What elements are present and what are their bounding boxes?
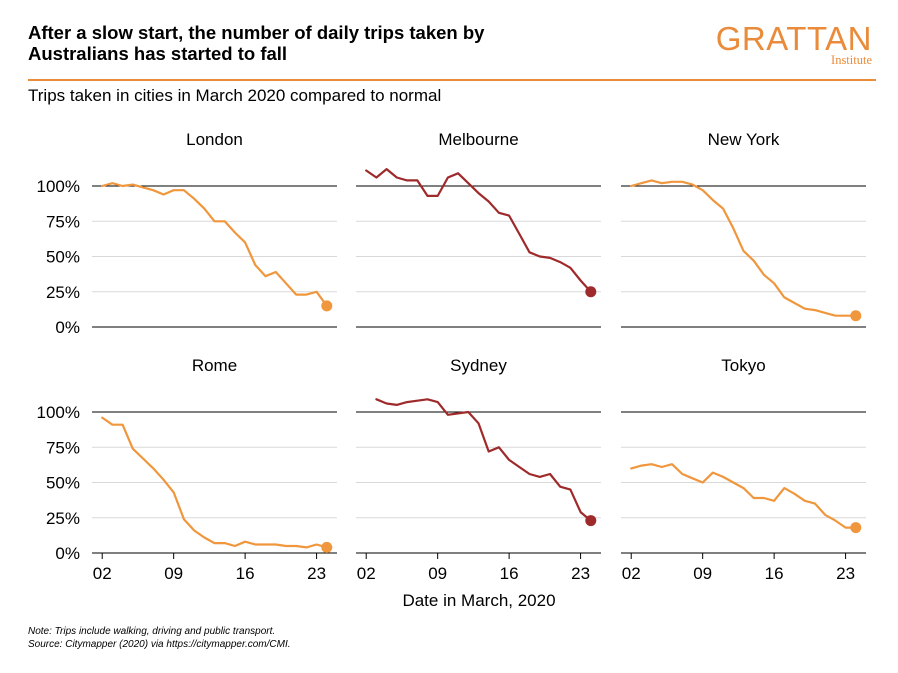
x-tick-label-rome-2: 02: [93, 564, 112, 583]
end-point-rome: [321, 541, 333, 553]
footnote-note: Note: Trips include walking, driving and…: [28, 626, 276, 637]
footnote-source: Source: Citymapper (2020) via https://ci…: [28, 638, 291, 650]
x-tick-label-tokyo-16: 16: [765, 564, 784, 583]
y-tick-label-row2-50: 50%: [46, 474, 80, 493]
panel-title-tokyo: Tokyo: [721, 356, 765, 375]
logo-subtitle: Institute: [831, 53, 872, 67]
header-rule: [28, 79, 876, 81]
series-line-sydney: [375, 398, 592, 522]
end-point-sydney: [585, 515, 597, 527]
y-tick-label-row1-50: 50%: [46, 248, 80, 267]
x-tick-label-sydney-2: 02: [357, 564, 376, 583]
panel-title-rome: Rome: [192, 356, 237, 375]
y-tick-label-row2-25: 25%: [46, 509, 80, 528]
y-tick-label-row2-0: 0%: [55, 544, 80, 563]
series-line-london: [101, 182, 328, 307]
x-tick-label-sydney-16: 16: [500, 564, 519, 583]
y-tick-label-row1-100: 100%: [37, 177, 80, 196]
x-tick-label-tokyo-2: 02: [622, 564, 641, 583]
y-tick-label-row1-0: 0%: [55, 318, 80, 337]
x-tick-label-sydney-9: 09: [428, 564, 447, 583]
panel-title-london: London: [186, 130, 243, 149]
chart-title: After a slow start, the number of daily …: [28, 22, 648, 64]
series-line-new-york: [630, 179, 857, 317]
series-line-rome: [101, 416, 328, 549]
y-tick-label-row2-75: 75%: [46, 438, 80, 457]
end-point-london: [321, 300, 333, 312]
y-tick-label-row1-25: 25%: [46, 283, 80, 302]
chart-subtitle: Trips taken in cities in March 2020 comp…: [28, 86, 442, 105]
x-axis-label: Date in March, 2020: [402, 591, 555, 610]
series-line-tokyo: [630, 463, 857, 529]
x-tick-label-sydney-23: 23: [571, 564, 590, 583]
y-tick-label-row1-75: 75%: [46, 212, 80, 231]
panel-title-melbourne: Melbourne: [438, 130, 518, 149]
footnote: Note: Trips include walking, driving and…: [28, 626, 291, 651]
x-tick-label-tokyo-23: 23: [836, 564, 855, 583]
y-tick-label-row2-100: 100%: [37, 403, 80, 422]
panel-title-sydney: Sydney: [450, 356, 507, 375]
end-point-new-york: [850, 310, 862, 322]
end-point-melbourne: [585, 286, 597, 298]
chart-title-line2: Australians has started to fall: [28, 43, 288, 64]
panel-title-new-york: New York: [708, 130, 780, 149]
x-tick-label-rome-23: 23: [307, 564, 326, 583]
logo-name: GRATTAN: [715, 20, 872, 57]
end-point-tokyo: [850, 522, 862, 534]
x-tick-label-rome-16: 16: [236, 564, 255, 583]
series-line-melbourne: [365, 168, 592, 293]
chart-title-line1: After a slow start, the number of daily …: [28, 22, 485, 43]
grattan-logo: GRATTAN Institute: [716, 22, 872, 68]
x-tick-label-rome-9: 09: [164, 564, 183, 583]
x-tick-label-tokyo-9: 09: [693, 564, 712, 583]
